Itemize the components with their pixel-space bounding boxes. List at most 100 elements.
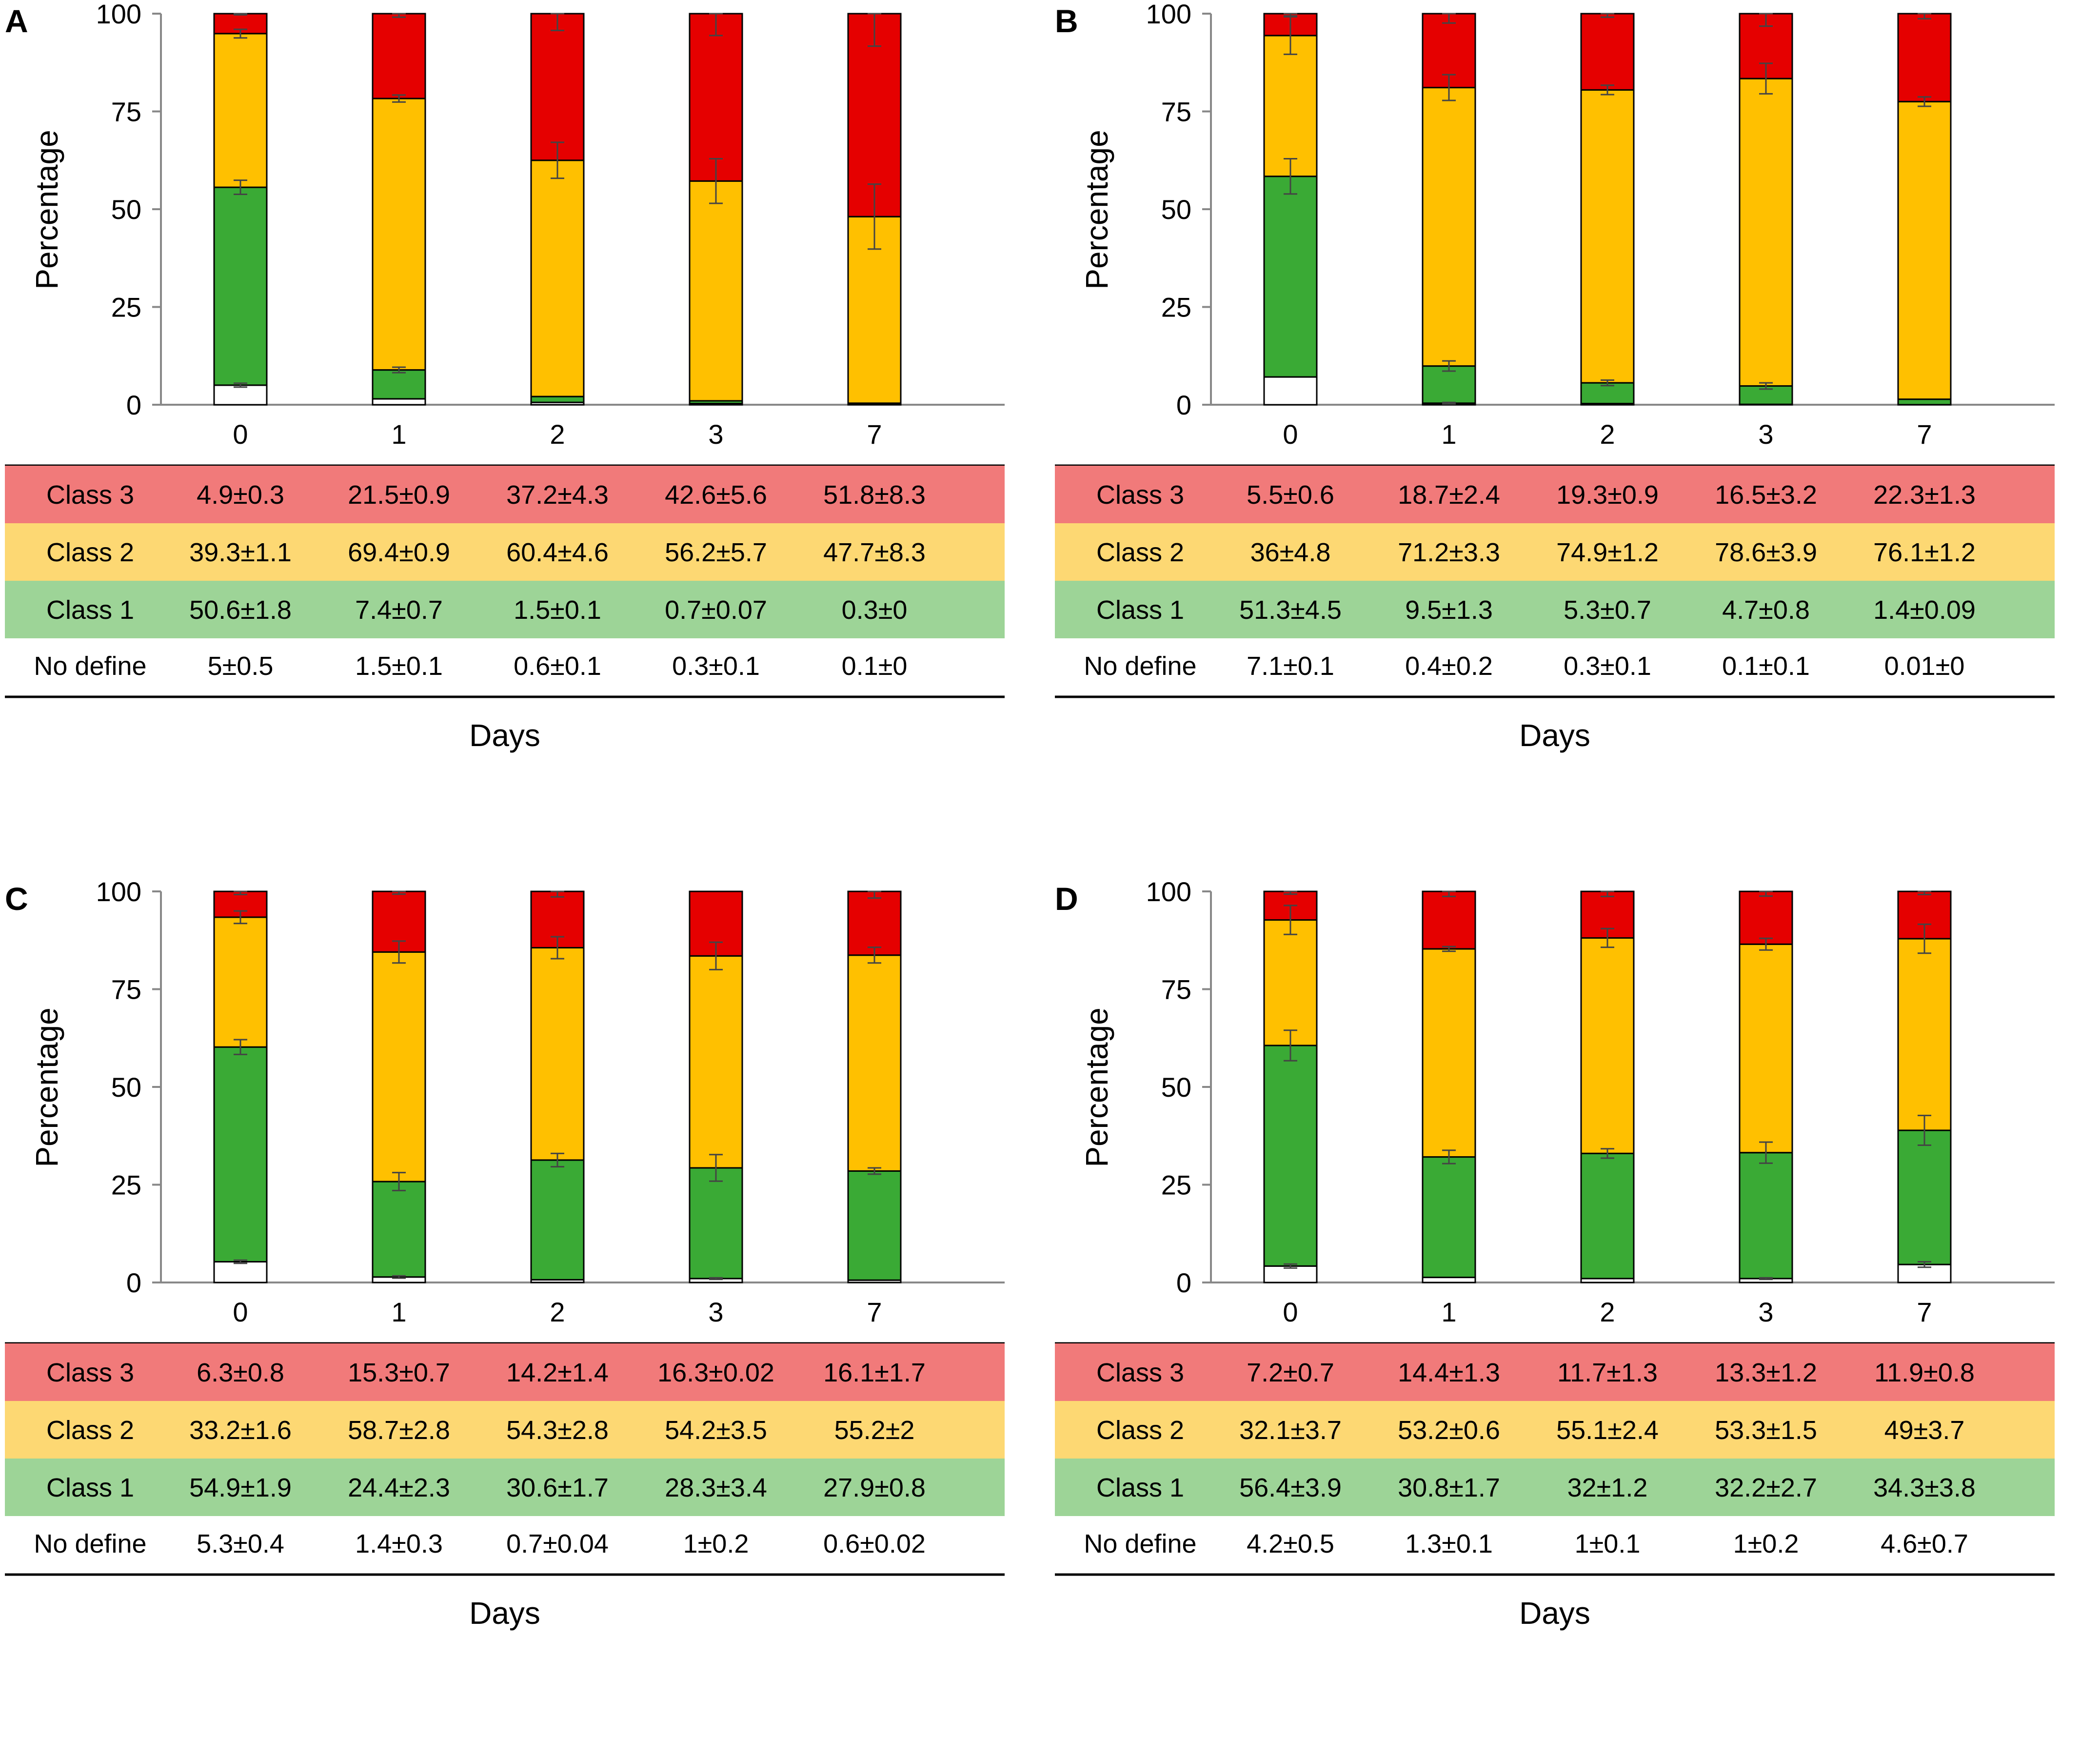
y-tick-label: 100 (96, 0, 141, 29)
table-row-class1 (5, 1459, 1005, 1516)
x-axis-label: Days (469, 1596, 540, 1631)
bar-segment-class1 (372, 1181, 426, 1278)
bar-segment-class3 (530, 13, 585, 161)
x-category-label: 2 (550, 419, 565, 450)
table-row-label: Class 2 (1096, 1416, 1184, 1445)
table-cell: 5.3±0.4 (197, 1529, 284, 1558)
x-category-label: 0 (1283, 1297, 1298, 1327)
x-category-label: 0 (1283, 419, 1298, 450)
table-row-class1 (5, 581, 1005, 638)
table-row-nodefine (5, 1516, 1005, 1571)
table-row-label: Class 1 (1096, 1473, 1184, 1502)
bar-segment-class1 (213, 186, 268, 386)
table-row-nodefine (1055, 638, 2055, 693)
bar-segment-class2 (213, 916, 268, 1048)
bar-segment-class1 (530, 1159, 585, 1281)
bar-segment-class2 (847, 954, 902, 1172)
table-cell: 54.9±1.9 (189, 1473, 292, 1502)
x-category-label: 7 (867, 1297, 882, 1327)
y-tick-label: 50 (1161, 194, 1191, 225)
table-cell: 55.2±2 (834, 1416, 915, 1445)
bar-segment-class1 (530, 395, 585, 403)
table-cell: 5.5±0.6 (1247, 480, 1334, 510)
x-category-label: 3 (708, 1297, 723, 1327)
table-cell: 34.3±3.8 (1873, 1473, 1976, 1502)
y-tick-label: 75 (1161, 97, 1191, 127)
x-axis-label: Days (1519, 1596, 1590, 1631)
table-cell: 18.7±2.4 (1398, 480, 1500, 510)
panel-c: C 0 25 50 75 100 Percentage 0 1 2 3 7 Class 3 6.3±0.… (0, 878, 1050, 1755)
table-row-nodefine (5, 638, 1005, 693)
bar-segment-nodefine (213, 1261, 268, 1283)
table-cell: 71.2±3.3 (1398, 538, 1500, 567)
table-cell: 32.1±3.7 (1239, 1416, 1342, 1445)
table-cell: 55.1±2.4 (1556, 1416, 1659, 1445)
table-cell: 78.6±3.9 (1715, 538, 1817, 567)
bar-segment-nodefine (372, 398, 426, 406)
table-cell: 1.3±0.1 (1405, 1529, 1493, 1558)
table-cell: 0.01±0 (1884, 651, 1965, 681)
bar-segment-class2 (213, 33, 268, 188)
bar-segment-nodefine (213, 384, 268, 406)
bar-segment-class1 (689, 1167, 743, 1280)
table-row-label: Class 3 (1096, 1358, 1184, 1387)
table-cell: 30.8±1.7 (1398, 1473, 1500, 1502)
table-cell: 60.4±4.6 (506, 538, 609, 567)
table-cell: 76.1±1.2 (1873, 538, 1976, 567)
table-cell: 21.5±0.9 (348, 480, 450, 510)
bar-segment-class2 (1580, 937, 1635, 1154)
bar-segment-class3 (1422, 890, 1476, 950)
table-cell: 27.9±0.8 (823, 1473, 926, 1502)
bar-segment-nodefine (1263, 376, 1318, 406)
x-axis-label: Days (1519, 718, 1590, 753)
panel-letter: B (1055, 3, 1078, 39)
table-cell: 5±0.5 (208, 651, 274, 681)
bar-segment-class3 (213, 890, 268, 918)
y-axis-label: Percentage (1079, 1007, 1114, 1167)
x-category-label: 1 (1441, 1297, 1456, 1327)
x-category-label: 0 (233, 1297, 248, 1327)
bar-segment-class2 (530, 947, 585, 1161)
table-row-label: Class 1 (1096, 595, 1184, 625)
table-row-class2 (5, 1401, 1005, 1459)
table-cell: 22.3±1.3 (1873, 480, 1976, 510)
y-tick-label: 100 (1146, 0, 1191, 29)
y-tick-label: 25 (111, 292, 141, 323)
table-cell: 4.6±0.7 (1881, 1529, 1968, 1558)
table-cell: 1±0.2 (1733, 1529, 1799, 1558)
y-tick-label: 0 (1176, 1267, 1191, 1298)
table-cell: 14.4±1.3 (1398, 1358, 1500, 1387)
x-category-label: 2 (1600, 1297, 1615, 1327)
x-category-label: 1 (391, 1297, 406, 1327)
table-cell: 0.3±0.1 (1564, 651, 1651, 681)
table-cell: 39.3±1.1 (189, 538, 292, 567)
table-cell: 47.7±8.3 (823, 538, 926, 567)
table-row-label: Class 1 (46, 1473, 134, 1502)
table-cell: 0.7±0.04 (506, 1529, 609, 1558)
x-category-label: 3 (708, 419, 723, 450)
table-cell: 51.8±8.3 (823, 480, 926, 510)
bar-segment-class2 (1580, 89, 1635, 384)
table-cell: 24.4±2.3 (348, 1473, 450, 1502)
table-row-label: Class 3 (1096, 480, 1184, 510)
table-row-class3 (5, 466, 1005, 523)
table-cell: 33.2±1.6 (189, 1416, 292, 1445)
table-cell: 5.3±0.7 (1564, 595, 1651, 625)
bar-segment-class2 (372, 951, 426, 1183)
table-cell: 54.2±3.5 (665, 1416, 767, 1445)
table-cell: 1±0.2 (683, 1529, 749, 1558)
table-row-label: Class 1 (46, 595, 134, 625)
panel-b: B 0 25 50 75 100 Percentage 0 1 2 3 7 Class 3 5.5±0.… (1050, 0, 2100, 877)
table-cell: 1±0.1 (1575, 1529, 1641, 1558)
table-cell: 69.4±0.9 (348, 538, 450, 567)
bar-segment-class1 (1739, 1152, 1793, 1280)
y-tick-label: 100 (1146, 878, 1191, 907)
table-cell: 7.4±0.7 (355, 595, 443, 625)
y-tick-label: 25 (111, 1170, 141, 1201)
table-row-class2 (1055, 1401, 2055, 1459)
table-cell: 0.6±0.02 (823, 1529, 926, 1558)
bar-segment-class1 (1263, 176, 1318, 378)
table-cell: 32.2±2.7 (1715, 1473, 1817, 1502)
y-tick-label: 50 (111, 194, 141, 225)
table-cell: 9.5±1.3 (1405, 595, 1493, 625)
